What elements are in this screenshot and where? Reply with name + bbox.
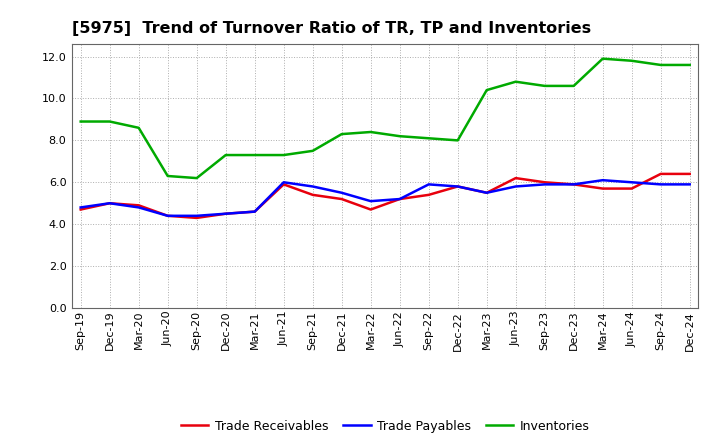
Inventories: [221, 152, 230, 158]
Trade Receivables: [192, 215, 201, 220]
Trade Receivables: [221, 211, 230, 216]
Inventories: [308, 148, 317, 154]
Trade Payables: [454, 184, 462, 189]
Inventories: [192, 176, 201, 181]
Line: Trade Receivables: Trade Receivables: [81, 174, 690, 218]
Trade Payables: [163, 213, 172, 218]
Trade Payables: [135, 205, 143, 210]
Inventories: [76, 119, 85, 124]
Trade Receivables: [541, 180, 549, 185]
Inventories: [511, 79, 520, 84]
Inventories: [135, 125, 143, 130]
Trade Payables: [105, 201, 114, 206]
Trade Receivables: [76, 207, 85, 212]
Trade Payables: [308, 184, 317, 189]
Trade Receivables: [598, 186, 607, 191]
Trade Payables: [395, 196, 404, 202]
Trade Payables: [627, 180, 636, 185]
Inventories: [482, 88, 491, 93]
Inventories: [541, 83, 549, 88]
Trade Receivables: [135, 203, 143, 208]
Inventories: [627, 58, 636, 63]
Trade Receivables: [454, 184, 462, 189]
Trade Receivables: [105, 201, 114, 206]
Trade Receivables: [366, 207, 375, 212]
Trade Payables: [251, 209, 259, 214]
Inventories: [279, 152, 288, 158]
Inventories: [163, 173, 172, 179]
Line: Trade Payables: Trade Payables: [81, 180, 690, 216]
Inventories: [395, 134, 404, 139]
Inventories: [657, 62, 665, 68]
Trade Payables: [482, 190, 491, 195]
Trade Receivables: [482, 190, 491, 195]
Trade Payables: [192, 213, 201, 218]
Trade Payables: [338, 190, 346, 195]
Inventories: [570, 83, 578, 88]
Trade Payables: [424, 182, 433, 187]
Trade Payables: [76, 205, 85, 210]
Trade Receivables: [251, 209, 259, 214]
Trade Receivables: [657, 171, 665, 176]
Inventories: [366, 129, 375, 135]
Inventories: [105, 119, 114, 124]
Inventories: [685, 62, 694, 68]
Trade Payables: [221, 211, 230, 216]
Trade Payables: [685, 182, 694, 187]
Trade Receivables: [395, 196, 404, 202]
Inventories: [598, 56, 607, 61]
Legend: Trade Receivables, Trade Payables, Inventories: Trade Receivables, Trade Payables, Inven…: [176, 414, 595, 437]
Trade Receivables: [570, 182, 578, 187]
Trade Payables: [541, 182, 549, 187]
Trade Receivables: [685, 171, 694, 176]
Trade Receivables: [308, 192, 317, 198]
Text: [5975]  Trend of Turnover Ratio of TR, TP and Inventories: [5975] Trend of Turnover Ratio of TR, TP…: [72, 21, 591, 36]
Inventories: [338, 132, 346, 137]
Trade Receivables: [338, 196, 346, 202]
Trade Payables: [511, 184, 520, 189]
Trade Receivables: [279, 182, 288, 187]
Trade Payables: [657, 182, 665, 187]
Trade Payables: [366, 198, 375, 204]
Trade Receivables: [627, 186, 636, 191]
Trade Payables: [598, 178, 607, 183]
Inventories: [454, 138, 462, 143]
Trade Payables: [570, 182, 578, 187]
Trade Payables: [279, 180, 288, 185]
Trade Receivables: [511, 176, 520, 181]
Line: Inventories: Inventories: [81, 59, 690, 178]
Inventories: [424, 136, 433, 141]
Trade Receivables: [163, 213, 172, 218]
Trade Receivables: [424, 192, 433, 198]
Inventories: [251, 152, 259, 158]
